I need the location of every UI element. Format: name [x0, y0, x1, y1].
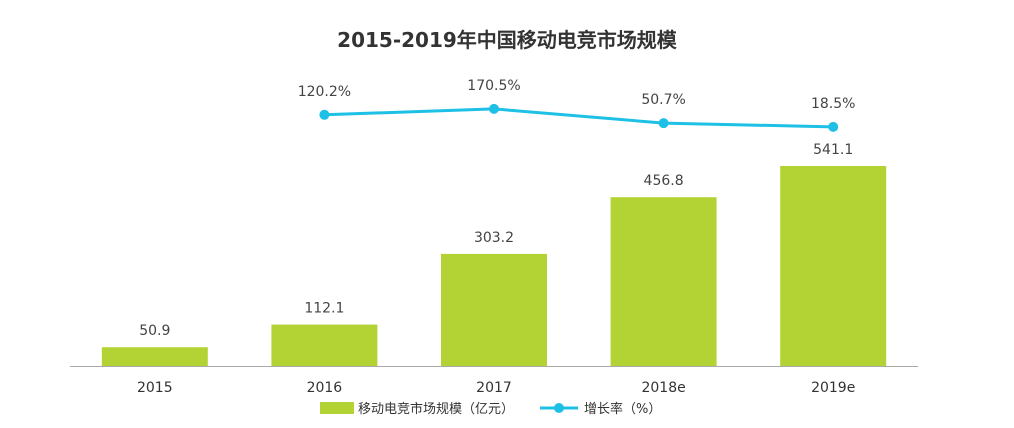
bar-2018e [610, 197, 717, 366]
growth-rate-point-2016 [319, 109, 330, 120]
bar-2016 [271, 324, 378, 366]
line-layer: 120.2% 170.5% 50.7% 18.5% [298, 78, 855, 132]
growth-rate-point-2019e [828, 121, 839, 132]
legend-bar-label: 移动电竞市场规模（亿元） [358, 401, 514, 417]
growth-rate-line [324, 107, 834, 129]
growth-rate-label-2016: 120.2% [298, 84, 351, 100]
legend-bar-swatch [320, 402, 354, 414]
axis-layer: 2015 2016 2017 2018e 2019e [70, 366, 918, 396]
x-tick-label-2016: 2016 [307, 380, 343, 396]
growth-rate-label-2018e: 50.7% [641, 92, 685, 108]
bar-2017 [441, 253, 547, 366]
bar-value-label-2015: 50.9 [139, 323, 170, 339]
x-tick-label-2018e: 2018e [641, 380, 685, 396]
x-tick-label-2017: 2017 [476, 380, 512, 396]
legend-line-label: 增长率（%） [584, 401, 661, 417]
bar-value-label-2016: 112.1 [304, 301, 344, 317]
growth-rate-label-2019e: 18.5% [811, 96, 855, 112]
bar-2015 [101, 347, 208, 366]
bar-2019e [780, 166, 887, 366]
growth-rate-point-2017 [489, 103, 499, 114]
growth-rate-label-2017: 170.5% [467, 78, 520, 94]
x-tick-label-2015: 2015 [137, 380, 173, 396]
bar-value-label-2017: 303.2 [474, 230, 514, 246]
legend: 移动电竞市场规模（亿元） 增长率（%） [320, 401, 661, 417]
legend-line-dot [554, 403, 564, 413]
growth-rate-point-2018e [658, 118, 669, 129]
bar-value-label-2019e: 541.1 [813, 142, 853, 158]
bars-layer: 50.9 112.1 303.2 456.8 541.1 [101, 142, 887, 366]
x-tick-label-2019e: 2019e [811, 380, 855, 396]
bar-value-label-2018e: 456.8 [644, 173, 684, 189]
chart-title: 2015-2019年中国移动电竞市场规模 [337, 28, 678, 52]
